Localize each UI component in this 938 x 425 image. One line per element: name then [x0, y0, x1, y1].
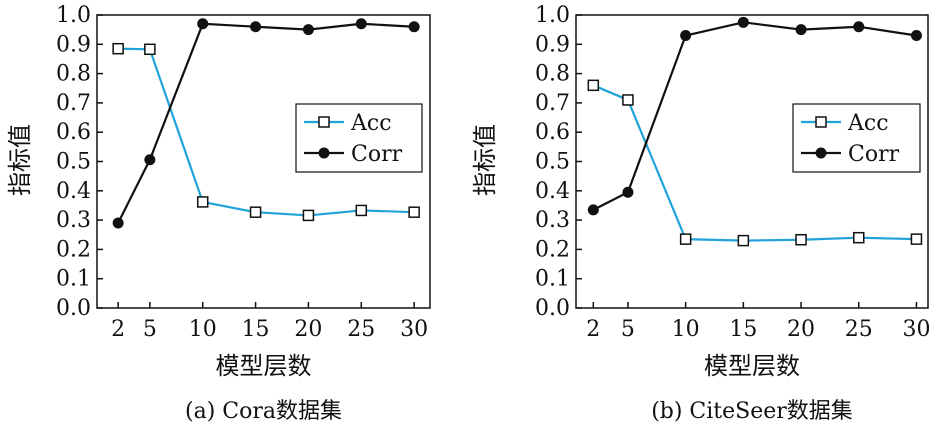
y-tick-label: 0.2 [56, 237, 91, 262]
x-tick-label: 10 [189, 317, 217, 342]
legend-box [792, 103, 921, 173]
y-tick-label: 0.1 [56, 267, 91, 292]
x-axis-title: 模型层数 [704, 352, 800, 380]
panel-caption: (a) Cora数据集 [185, 399, 342, 424]
legend: Acc Corr [295, 103, 423, 173]
data-point-corr [144, 154, 156, 166]
x-tick-label: 15 [242, 317, 270, 342]
x-tick-label: 2 [586, 317, 600, 342]
x-tick-label: 5 [143, 317, 157, 342]
x-tick-label: 25 [347, 317, 375, 342]
legend-marker-circle [318, 147, 330, 159]
data-point-corr [680, 30, 692, 42]
y-tick-label: 0.8 [56, 62, 91, 87]
y-tick-label: 0.6 [56, 120, 91, 145]
y-tick-label: 0.5 [56, 150, 91, 175]
data-point-corr [355, 18, 367, 30]
x-tick-label: 20 [787, 317, 815, 342]
y-axis-title: 指标值 [6, 124, 34, 196]
data-point-acc [355, 204, 368, 217]
y-tick-label: 0.6 [535, 120, 570, 145]
y-tick-label: 0.0 [56, 296, 91, 321]
legend-marker-square [318, 116, 330, 128]
data-point-corr [250, 21, 262, 33]
data-point-corr [622, 186, 634, 198]
data-point-acc [679, 233, 692, 245]
y-tick-label: 0.3 [535, 208, 570, 233]
data-point-corr [587, 204, 599, 216]
legend-marker-square [815, 116, 827, 128]
y-tick-label: 0.4 [535, 179, 570, 204]
data-point-acc [408, 206, 420, 218]
data-point-acc [853, 231, 865, 244]
data-point-corr [910, 30, 922, 42]
y-tick-label: 0.7 [56, 91, 91, 116]
data-point-acc [910, 233, 923, 245]
x-tick-label: 2 [111, 317, 125, 342]
data-point-acc [196, 196, 209, 208]
data-point-acc [587, 79, 600, 92]
data-point-corr [795, 24, 807, 36]
y-tick-label: 0.2 [535, 237, 570, 262]
legend-label-corr: Corr [848, 142, 900, 167]
x-tick-label: 30 [400, 317, 428, 342]
data-point-corr [302, 24, 314, 36]
data-point-corr [197, 18, 209, 30]
data-point-acc [112, 42, 124, 55]
legend-label-acc: Acc [847, 111, 889, 136]
y-tick-label: 0.8 [535, 62, 570, 87]
x-tick-label: 15 [729, 317, 757, 342]
legend: Acc Corr [792, 103, 921, 173]
x-tick-label: 10 [672, 317, 700, 342]
y-tick-label: 1.0 [56, 3, 91, 28]
y-tick-label: 0.4 [56, 179, 91, 204]
chart-panel-1: 0.0 0.1 0.2 0.3 0.4 0.5 0.6 0.7 0.8 0.9 1.0 2 5 10 15 2… [6, 3, 431, 424]
data-point-acc [795, 233, 807, 246]
data-point-acc [302, 209, 315, 222]
y-tick-label: 1.0 [535, 3, 570, 28]
legend-box [295, 103, 423, 173]
data-point-acc [737, 234, 750, 247]
y-tick-label: 0.0 [535, 296, 570, 321]
data-point-corr [853, 21, 865, 33]
y-tick-label: 0.7 [535, 91, 570, 116]
x-tick-label: 5 [621, 317, 635, 342]
data-point-corr [737, 16, 749, 28]
y-axis-title: 指标值 [471, 124, 499, 196]
panel-caption: (b) CiteSeer数据集 [651, 399, 853, 424]
y-tick-label: 0.9 [56, 32, 91, 57]
legend-marker-circle [815, 147, 827, 159]
x-tick-label: 20 [294, 317, 322, 342]
legend-label-corr: Corr [351, 142, 403, 167]
data-point-corr [112, 217, 124, 229]
legend-label-acc: Acc [350, 111, 392, 136]
data-point-acc [144, 43, 156, 56]
chart-panel-2: 0.0 0.1 0.2 0.3 0.4 0.5 0.6 0.7 0.8 0.9 1.0 2 5 10 15 2… [471, 3, 930, 424]
y-tick-label: 0.9 [535, 32, 570, 57]
data-point-corr [408, 21, 420, 33]
y-tick-label: 0.1 [535, 267, 570, 292]
y-tick-label: 0.3 [56, 208, 91, 233]
x-tick-label: 25 [845, 317, 873, 342]
x-tick-label: 30 [902, 317, 930, 342]
y-tick-label: 0.5 [535, 150, 570, 175]
data-point-acc [622, 94, 634, 106]
x-axis-title: 模型层数 [216, 352, 312, 380]
data-point-acc [249, 206, 262, 218]
